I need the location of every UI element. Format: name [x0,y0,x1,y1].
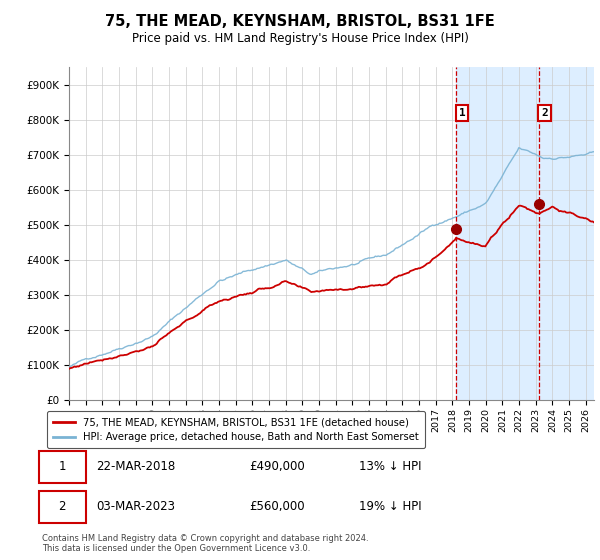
FancyBboxPatch shape [39,491,86,523]
Text: 13% ↓ HPI: 13% ↓ HPI [359,460,421,473]
Text: 2: 2 [541,108,548,118]
FancyBboxPatch shape [39,451,86,483]
Text: Price paid vs. HM Land Registry's House Price Index (HPI): Price paid vs. HM Land Registry's House … [131,32,469,45]
Text: 1: 1 [58,460,66,473]
Legend: 75, THE MEAD, KEYNSHAM, BRISTOL, BS31 1FE (detached house), HPI: Average price, : 75, THE MEAD, KEYNSHAM, BRISTOL, BS31 1F… [47,411,425,449]
Bar [456,67,594,400]
Text: Contains HM Land Registry data © Crown copyright and database right 2024.
This d: Contains HM Land Registry data © Crown c… [42,534,368,553]
Text: 03-MAR-2023: 03-MAR-2023 [97,501,176,514]
Text: 75, THE MEAD, KEYNSHAM, BRISTOL, BS31 1FE: 75, THE MEAD, KEYNSHAM, BRISTOL, BS31 1F… [105,14,495,29]
Text: 19% ↓ HPI: 19% ↓ HPI [359,501,421,514]
Text: £560,000: £560,000 [250,501,305,514]
Text: 22-MAR-2018: 22-MAR-2018 [97,460,176,473]
Text: 2: 2 [58,501,66,514]
Text: £490,000: £490,000 [250,460,305,473]
Text: 1: 1 [458,108,465,118]
